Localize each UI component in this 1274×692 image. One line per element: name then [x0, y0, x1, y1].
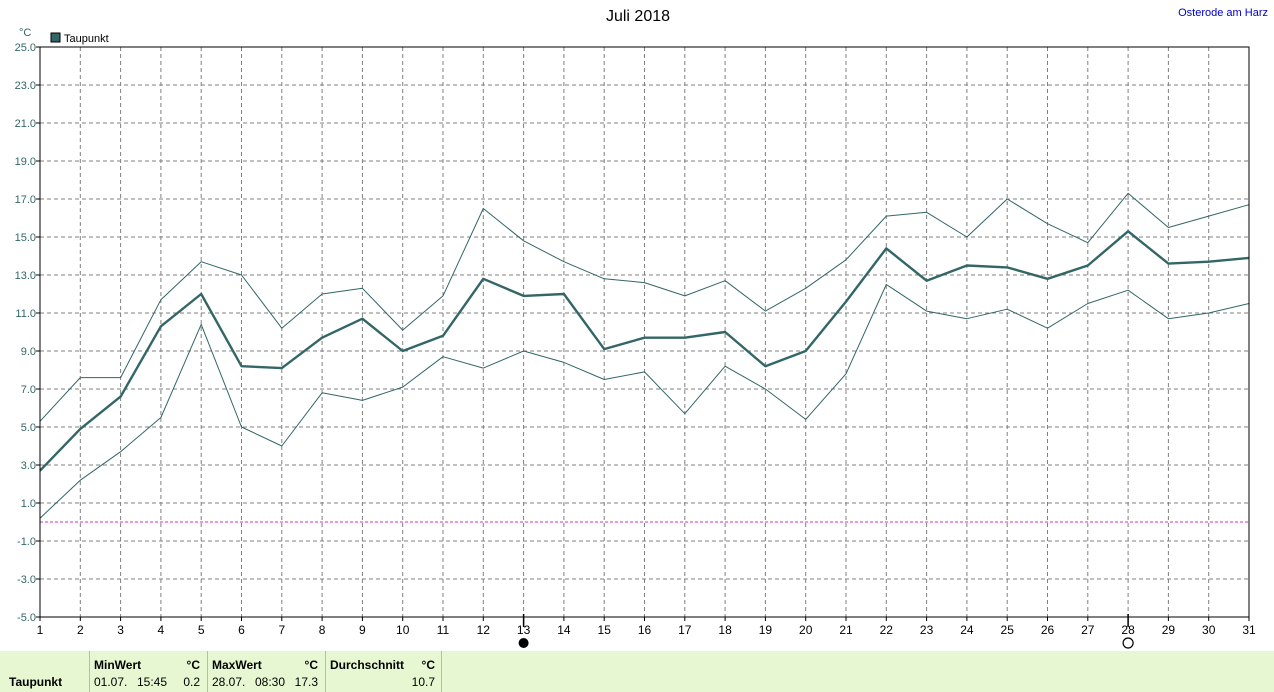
dewpoint-chart: Juli 2018 Osterode am Harz °C Taupunkt 2…	[15, 7, 1268, 649]
y-axis: 25.0 23.0 21.0 19.0 17.0 15.0 13.0 11.0 9.0 7.0 5.…	[15, 42, 40, 624]
x-tick-label: 4	[158, 623, 165, 637]
max-unit: °C	[304, 658, 318, 672]
y-tick-label: 23.0	[15, 80, 36, 92]
max-value: 17.3	[294, 675, 318, 689]
x-tick-label: 27	[1081, 623, 1095, 637]
x-tick-label: 8	[319, 623, 326, 637]
y-tick-label: 3.0	[21, 460, 36, 472]
series-line-max	[39, 192, 1250, 422]
avg-cell: Durchschnitt °C 10.7	[325, 651, 442, 692]
max-title: MaxWert	[212, 658, 262, 672]
x-tick-label: 3	[117, 623, 124, 637]
max-date: 28.07.	[212, 675, 246, 689]
series-line-mean	[39, 230, 1250, 472]
x-tick-label: 25	[1001, 623, 1015, 637]
min-unit: °C	[186, 658, 200, 672]
x-tick-label: 24	[960, 623, 974, 637]
y-tick-label: -3.0	[17, 574, 36, 586]
x-tick-label: 13	[517, 623, 531, 637]
avg-unit: °C	[421, 658, 435, 672]
min-value: 0.2	[183, 675, 200, 689]
x-axis: 1 2 3 4 5 6 7 8 9 10 11 12 13 14 15 16 17 18 19 20 21 22 23 24 2…	[37, 617, 1256, 637]
x-tick-label: 29	[1162, 623, 1176, 637]
avg-title: Durchschnitt	[330, 658, 405, 672]
x-tick-label: 18	[718, 623, 732, 637]
series-line-min	[39, 284, 1250, 519]
x-tick-label: 15	[598, 623, 612, 637]
y-tick-label: 25.0	[15, 42, 36, 54]
full-moon-icon	[518, 638, 529, 648]
y-tick-label: 21.0	[15, 118, 36, 130]
x-tick-label: 9	[359, 623, 366, 637]
x-tick-label: 22	[880, 623, 894, 637]
x-tick-label: 7	[278, 623, 285, 637]
x-tick-label: 23	[920, 623, 934, 637]
legend-swatch	[50, 32, 61, 43]
plot-frame	[39, 46, 1250, 618]
x-tick-label: 26	[1041, 623, 1055, 637]
series-layer	[39, 192, 1250, 519]
y-tick-label: 19.0	[15, 156, 36, 168]
min-time: 15:45	[137, 675, 168, 689]
moon-markers	[518, 614, 1134, 649]
y-tick-label: 17.0	[15, 194, 36, 206]
y-tick-label: 11.0	[15, 308, 36, 320]
x-tick-label: 1	[37, 623, 44, 637]
x-tick-label: 2	[77, 623, 84, 637]
y-unit-label: °C	[19, 27, 31, 39]
x-tick-label: 5	[198, 623, 205, 637]
legend-label: Taupunkt	[64, 33, 109, 45]
max-time: 08:30	[255, 675, 286, 689]
x-tick-label: 14	[557, 623, 571, 637]
grid	[40, 47, 1249, 617]
y-tick-label: 15.0	[15, 232, 36, 244]
x-tick-label: 6	[238, 623, 245, 637]
min-date: 01.07.	[94, 675, 128, 689]
new-moon-icon	[1122, 637, 1134, 649]
x-tick-label: 20	[799, 623, 813, 637]
stats-footer: Taupunkt MinWert °C 01.07. 15:45 0.2 Max…	[0, 651, 1274, 692]
x-tick-label: 10	[396, 623, 410, 637]
min-title: MinWert	[94, 658, 142, 672]
y-tick-label: 7.0	[21, 384, 36, 396]
y-tick-label: 9.0	[21, 346, 36, 358]
max-cell: MaxWert °C 28.07. 08:30 17.3	[207, 651, 326, 692]
y-tick-label: -5.0	[17, 612, 36, 624]
x-tick-label: 21	[839, 623, 853, 637]
avg-value: 10.7	[411, 675, 435, 689]
x-tick-label: 28	[1121, 623, 1135, 637]
min-cell: MinWert °C 01.07. 15:45 0.2	[89, 651, 208, 692]
x-tick-label: 17	[678, 623, 692, 637]
x-tick-label: 12	[477, 623, 491, 637]
y-tick-label: 1.0	[21, 498, 36, 510]
y-tick-label: 13.0	[15, 270, 36, 282]
x-tick-label: 19	[759, 623, 773, 637]
footer-row-label: Taupunkt	[9, 675, 63, 689]
x-tick-label: 11	[437, 623, 450, 637]
x-tick-label: 30	[1202, 623, 1216, 637]
y-tick-label: 5.0	[21, 422, 36, 434]
footer-row-label-cell: Taupunkt	[0, 651, 90, 692]
y-tick-label: -1.0	[17, 536, 36, 548]
chart-title: Juli 2018	[606, 8, 670, 25]
x-tick-label: 16	[638, 623, 652, 637]
x-tick-label: 31	[1242, 623, 1256, 637]
location-label: Osterode am Harz	[1178, 7, 1268, 19]
